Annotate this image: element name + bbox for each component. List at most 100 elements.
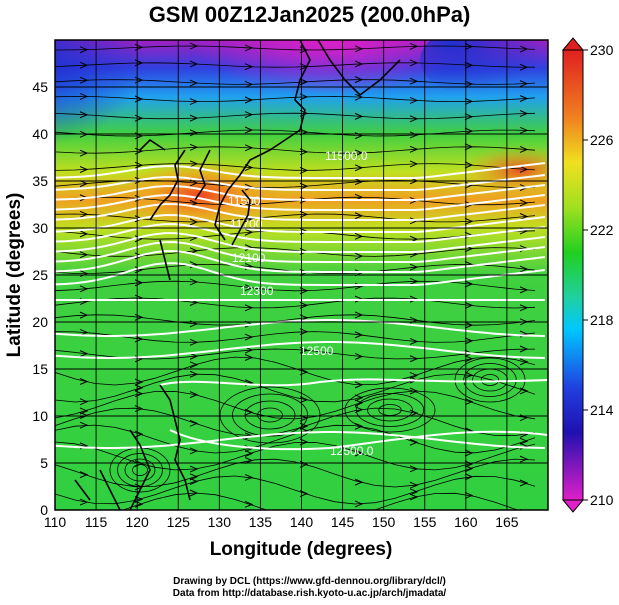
eddy-streamline — [219, 386, 321, 444]
flow-arrow — [354, 394, 364, 402]
eddy-streamline — [257, 407, 283, 423]
flow-arrow — [464, 465, 474, 473]
flow-arrow — [409, 438, 419, 446]
credits-line-1: Drawing by DCL (https://www.gfd-dennou.o… — [173, 576, 446, 587]
flow-arrow — [354, 76, 364, 84]
flow-arrow — [244, 304, 254, 312]
flow-arrow — [244, 126, 254, 134]
streamline — [55, 458, 536, 488]
y-tick-label: 15 — [32, 361, 48, 377]
flow-arrow — [79, 398, 89, 406]
flow-arrow — [464, 321, 474, 329]
flow-arrow — [519, 126, 529, 134]
flow-arrow — [79, 421, 89, 429]
flow-arrow — [354, 45, 364, 53]
flow-arrow — [244, 228, 254, 236]
colorbar-label: 230 — [590, 42, 614, 58]
flow-arrow — [354, 93, 364, 101]
colorbar-label: 210 — [590, 492, 614, 508]
flow-arrow — [244, 164, 254, 171]
flow-arrow — [464, 355, 474, 363]
flow-arrow — [354, 353, 364, 360]
flow-arrow — [409, 145, 419, 153]
flow-arrow — [244, 500, 254, 508]
y-axis-title: Latitude (degrees) — [4, 193, 25, 358]
flow-arrow — [244, 244, 254, 252]
x-tick-label: 145 — [331, 514, 355, 530]
flow-arrow — [244, 96, 254, 104]
height-contour — [55, 223, 546, 243]
contour-label: 12100 — [232, 251, 266, 265]
flow-arrow — [354, 311, 364, 319]
flow-arrow — [79, 180, 89, 188]
flow-arrow — [189, 98, 199, 106]
height-contour — [55, 194, 546, 211]
y-tick-label: 40 — [32, 126, 48, 142]
credits-line-2: Data from http://database.rish.kyoto-u.a… — [172, 588, 447, 599]
flow-arrow — [409, 59, 419, 67]
flow-arrow — [299, 46, 309, 54]
flow-arrow — [79, 378, 89, 385]
x-tick-label: 155 — [413, 514, 437, 530]
flow-arrow — [519, 479, 529, 487]
flow-arrow — [79, 471, 89, 479]
flow-arrow — [464, 371, 474, 379]
x-axis-title: Longitude (degrees) — [210, 539, 393, 560]
streamline — [55, 146, 536, 154]
streamline — [55, 280, 536, 292]
flow-arrow — [519, 358, 529, 366]
flow-arrow — [189, 352, 199, 360]
flow-arrow — [299, 346, 309, 354]
streamline — [55, 213, 536, 223]
flow-arrow — [189, 160, 199, 168]
grid-lines — [54, 40, 548, 511]
flow-arrow — [409, 488, 419, 496]
flow-arrow — [299, 422, 309, 430]
streamline — [55, 475, 536, 505]
flow-arrow — [355, 512, 362, 518]
flow-arrow — [464, 61, 474, 69]
flow-arrow — [354, 381, 364, 389]
flow-arrow — [519, 145, 529, 153]
flow-arrow — [409, 337, 419, 345]
flow-arrow — [354, 212, 364, 220]
flow-arrow — [354, 60, 364, 68]
flow-arrow — [299, 438, 309, 446]
y-tick-label: 10 — [32, 408, 48, 424]
credits: Drawing by DCL (https://www.gfd-dennou.o… — [0, 576, 619, 600]
height-contour — [55, 431, 546, 449]
streamline — [55, 390, 536, 420]
flow-arrow — [299, 368, 309, 376]
flow-arrow — [409, 355, 419, 363]
colorbar-label: 222 — [590, 222, 614, 238]
flow-arrow — [189, 79, 199, 87]
x-tick-label: 135 — [249, 514, 273, 530]
streamline — [55, 314, 536, 326]
flow-arrow — [79, 61, 89, 69]
height-contour — [55, 184, 546, 201]
flow-arrow — [79, 270, 89, 278]
flow-arrow — [189, 114, 199, 122]
flow-arrow — [519, 199, 529, 207]
flow-arrow — [519, 165, 529, 173]
flow-arrow — [189, 391, 199, 399]
flow-arrow — [299, 166, 309, 174]
y-tick-label: 5 — [40, 455, 48, 471]
flow-arrow — [244, 144, 254, 152]
contour-label: 11500.0 — [325, 149, 368, 163]
flow-arrow — [189, 473, 199, 481]
x-tick-label: 120 — [125, 514, 149, 530]
eddy-streamline — [378, 404, 402, 416]
flow-arrow — [244, 473, 254, 481]
colorbar-label: 214 — [590, 402, 614, 418]
streamline — [55, 95, 536, 103]
flow-arrow — [189, 42, 199, 50]
coastline — [74, 40, 401, 510]
eddy-streamline — [355, 393, 425, 427]
flow-arrow — [299, 301, 309, 309]
flow-arrow — [244, 111, 254, 119]
contour-label: 11700 — [230, 217, 263, 231]
height-contour — [55, 341, 546, 359]
flow-arrow — [519, 213, 529, 220]
contour-label: 12500.0 — [330, 444, 374, 458]
